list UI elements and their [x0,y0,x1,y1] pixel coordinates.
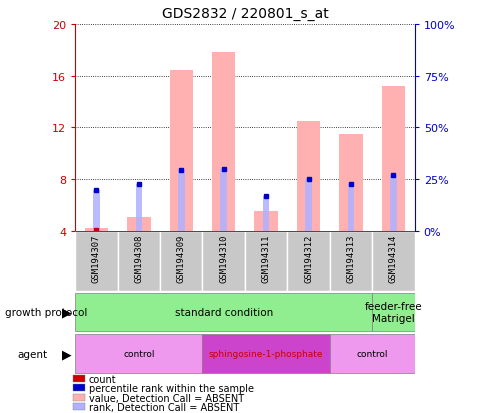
Bar [262,196,269,231]
Text: GSM194309: GSM194309 [176,234,185,282]
Bar [254,212,277,231]
Text: control: control [356,349,387,358]
Text: standard condition: standard condition [174,307,272,317]
Bar [329,231,372,291]
Bar [75,334,202,373]
Bar [202,231,244,291]
Bar [75,293,372,332]
Bar [127,217,150,231]
Bar [381,87,404,231]
Text: value, Detection Call = ABSENT: value, Detection Call = ABSENT [89,393,243,403]
Bar [347,185,353,231]
Bar [75,231,117,291]
Bar [169,71,193,231]
Bar [160,231,202,291]
Bar [372,293,414,332]
Text: rank, Detection Call = ABSENT: rank, Detection Call = ABSENT [89,402,239,412]
Bar [372,231,414,291]
Text: ▶: ▶ [62,347,72,361]
Text: GSM194308: GSM194308 [134,234,143,282]
Text: GSM194312: GSM194312 [303,234,313,282]
Text: GSM194310: GSM194310 [219,234,228,282]
Bar [339,135,362,231]
Bar [287,231,329,291]
Text: control: control [123,349,154,358]
Bar [329,334,414,373]
Text: growth protocol: growth protocol [5,307,87,317]
Text: feeder-free
Matrigel: feeder-free Matrigel [364,301,422,323]
Text: sphingosine-1-phosphate: sphingosine-1-phosphate [209,349,323,358]
Text: count: count [89,374,116,384]
Bar [85,229,108,231]
Text: GSM194313: GSM194313 [346,234,355,282]
Bar [390,176,396,231]
Text: agent: agent [17,349,47,359]
Text: GSM194311: GSM194311 [261,234,270,282]
Text: ▶: ▶ [62,305,72,318]
Title: GDS2832 / 220801_s_at: GDS2832 / 220801_s_at [161,7,328,21]
Bar [178,171,184,231]
Bar [117,231,160,291]
Bar [244,231,287,291]
Text: percentile rank within the sample: percentile rank within the sample [89,383,253,393]
Text: GSM194307: GSM194307 [91,234,101,282]
Bar [212,53,235,231]
Text: GSM194314: GSM194314 [388,234,397,282]
Bar [220,169,227,231]
Bar [136,185,142,231]
Bar [296,121,319,231]
Bar [93,191,99,231]
Bar [202,334,329,373]
Bar [305,180,311,231]
